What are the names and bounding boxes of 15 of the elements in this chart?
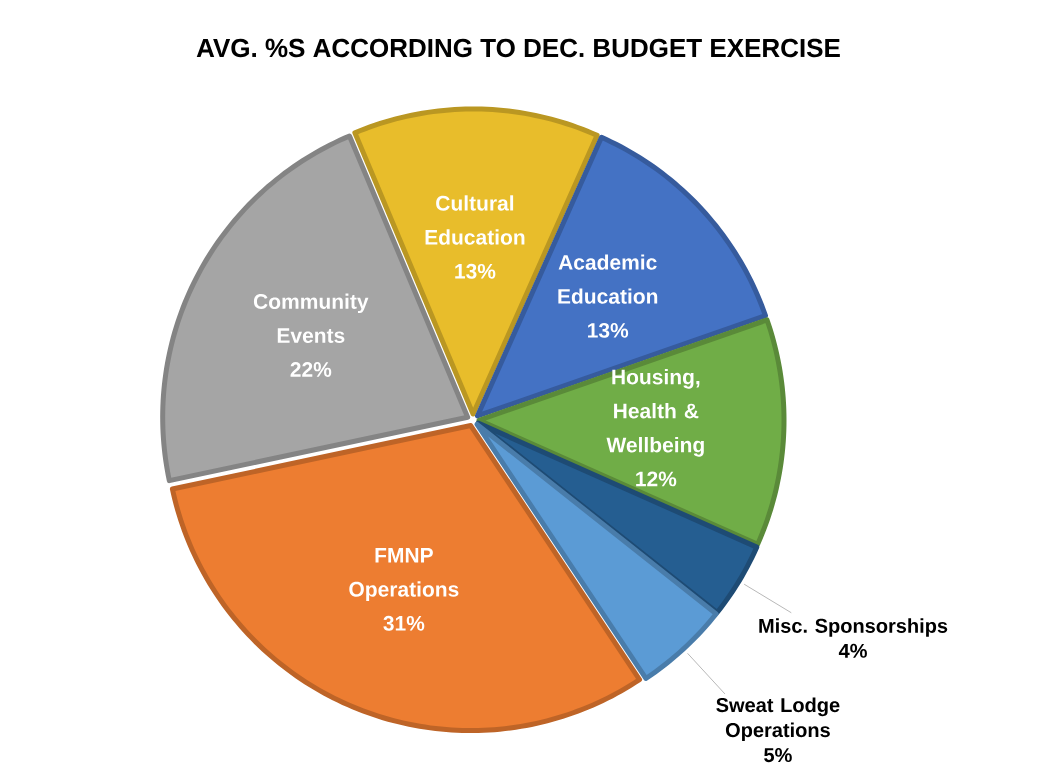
data-label: 13% [455, 263, 496, 279]
slice-label: Misc. Sponsorships [759, 618, 948, 637]
chart-title: AVG. %S ACCORDING TO DEC. BUDGET EXERCISE [196, 38, 840, 58]
data-label: 13% [588, 322, 629, 338]
data-label: 4% [838, 643, 867, 658]
slice-label: Sweat Lodge Operations [716, 697, 840, 742]
data-label: 5% [764, 748, 792, 763]
slice-label: Housing, Health & Wellbeing [606, 368, 704, 457]
data-label: 31% [383, 615, 425, 631]
slice-label: Cultural Education [425, 195, 525, 245]
data-label: 12% [636, 471, 677, 487]
data-label: 22% [290, 362, 332, 377]
slice-label: Community Events [253, 293, 369, 343]
slice-label: FMNP Operations [349, 548, 459, 601]
slice-label: Academic Education [558, 254, 658, 304]
